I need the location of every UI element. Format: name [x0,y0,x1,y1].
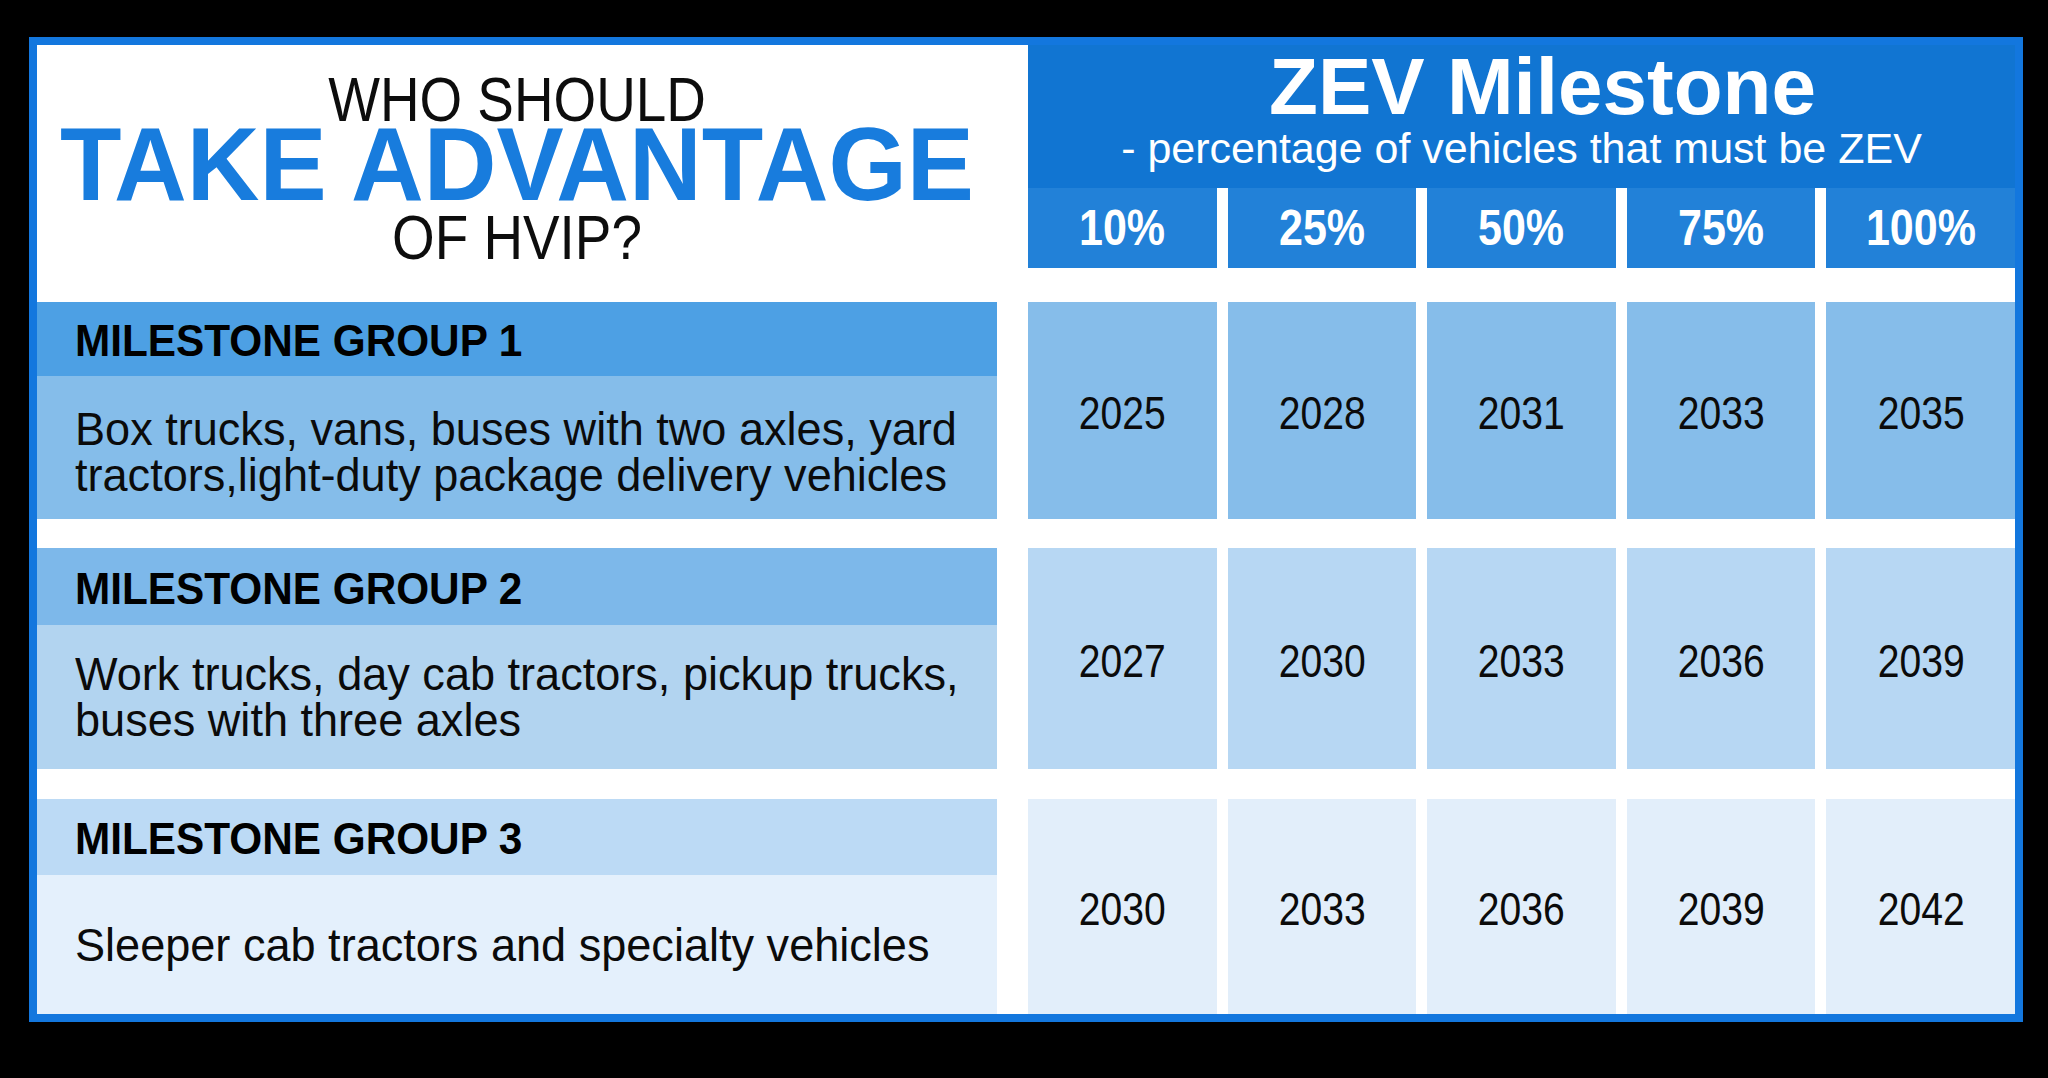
group-1-year-50: 2031 [1478,386,1565,440]
year-cell: 2033 [1228,799,1417,1014]
group-3-year-50: 2036 [1478,882,1565,936]
year-cell: 2030 [1028,799,1217,1014]
group-2-name: MILESTONE GROUP 2 [37,548,997,625]
card: WHO SHOULD TAKE ADVANTAGE OF HVIP? ZEV M… [29,37,2023,1022]
year-cell: 2036 [1427,799,1616,1014]
year-cell: 2025 [1028,302,1217,519]
year-cell: 2033 [1627,302,1816,519]
year-cell: 2028 [1228,302,1417,519]
group-2-description: Work trucks, day cab tractors, pickup tr… [37,625,997,769]
percent-header-50: 50% [1478,199,1564,257]
group-1-year-75: 2033 [1678,386,1765,440]
group-3-year-cells: 2030 2033 2036 2039 2042 [1028,799,2015,1014]
group-1-description-text: Box trucks, vans, buses with two axles, … [75,406,979,498]
percent-header-cell: 10% [1028,188,1217,268]
milestone-group-2-row: MILESTONE GROUP 2 Work trucks, day cab t… [37,548,2015,769]
group-3-year-75: 2039 [1678,882,1765,936]
title-block: WHO SHOULD TAKE ADVANTAGE OF HVIP? [37,45,997,302]
year-cell: 2039 [1627,799,1816,1014]
group-2-year-cells: 2027 2030 2033 2036 2039 [1028,548,2015,769]
percent-header-cell: 75% [1627,188,1816,268]
group-3-description-text: Sleeper cab tractors and specialty vehic… [75,922,929,968]
zev-title: ZEV Milestone [1028,47,2015,127]
zev-subtitle: - percentage of vehicles that must be ZE… [1028,127,2015,170]
group-2-year-75: 2036 [1678,634,1765,688]
group-2-left: MILESTONE GROUP 2 Work trucks, day cab t… [37,548,997,769]
group-3-description: Sleeper cab tractors and specialty vehic… [37,875,997,1014]
group-3-name-text: MILESTONE GROUP 3 [75,813,522,865]
percent-header-row: 10% 25% 50% 75% 100% [1028,188,2015,268]
percent-header-10: 10% [1079,199,1165,257]
group-3-left: MILESTONE GROUP 3 Sleeper cab tractors a… [37,799,997,1014]
group-2-year-10: 2027 [1079,634,1166,688]
group-3-name: MILESTONE GROUP 3 [37,799,997,875]
year-cell: 2039 [1826,548,2015,769]
group-2-name-text: MILESTONE GROUP 2 [75,563,522,615]
title-line-3: OF HVIP? [99,206,934,269]
percent-header-cell: 50% [1427,188,1616,268]
group-1-description: Box trucks, vans, buses with two axles, … [37,376,997,519]
group-1-year-10: 2025 [1079,386,1166,440]
group-2-description-text: Work trucks, day cab tractors, pickup tr… [75,651,979,743]
zev-milestone-header: ZEV Milestone - percentage of vehicles t… [1028,45,2015,188]
year-cell: 2042 [1826,799,2015,1014]
hvip-zev-infographic: WHO SHOULD TAKE ADVANTAGE OF HVIP? ZEV M… [0,0,2048,1078]
year-cell: 2031 [1427,302,1616,519]
year-cell: 2036 [1627,548,1816,769]
percent-header-cell: 25% [1228,188,1417,268]
year-cell: 2035 [1826,302,2015,519]
year-cell: 2027 [1028,548,1217,769]
group-2-year-100: 2039 [1877,634,1964,688]
group-1-left: MILESTONE GROUP 1 Box trucks, vans, buse… [37,302,997,519]
group-3-year-25: 2033 [1278,882,1365,936]
milestone-group-1-row: MILESTONE GROUP 1 Box trucks, vans, buse… [37,302,2015,519]
percent-header-25: 25% [1279,199,1365,257]
group-1-name: MILESTONE GROUP 1 [37,302,997,376]
group-3-year-10: 2030 [1079,882,1166,936]
group-1-year-cells: 2025 2028 2031 2033 2035 [1028,302,2015,519]
group-1-year-25: 2028 [1278,386,1365,440]
percent-header-75: 75% [1678,199,1764,257]
group-2-year-50: 2033 [1478,634,1565,688]
group-1-name-text: MILESTONE GROUP 1 [75,315,522,367]
group-1-year-100: 2035 [1877,386,1964,440]
group-2-year-25: 2030 [1278,634,1365,688]
title-line-2: TAKE ADVANTAGE [48,113,987,216]
group-3-year-100: 2042 [1877,882,1964,936]
percent-header-cell: 100% [1826,188,2015,268]
percent-header-100: 100% [1866,199,1976,257]
year-cell: 2030 [1228,548,1417,769]
year-cell: 2033 [1427,548,1616,769]
milestone-group-3-row: MILESTONE GROUP 3 Sleeper cab tractors a… [37,799,2015,1014]
